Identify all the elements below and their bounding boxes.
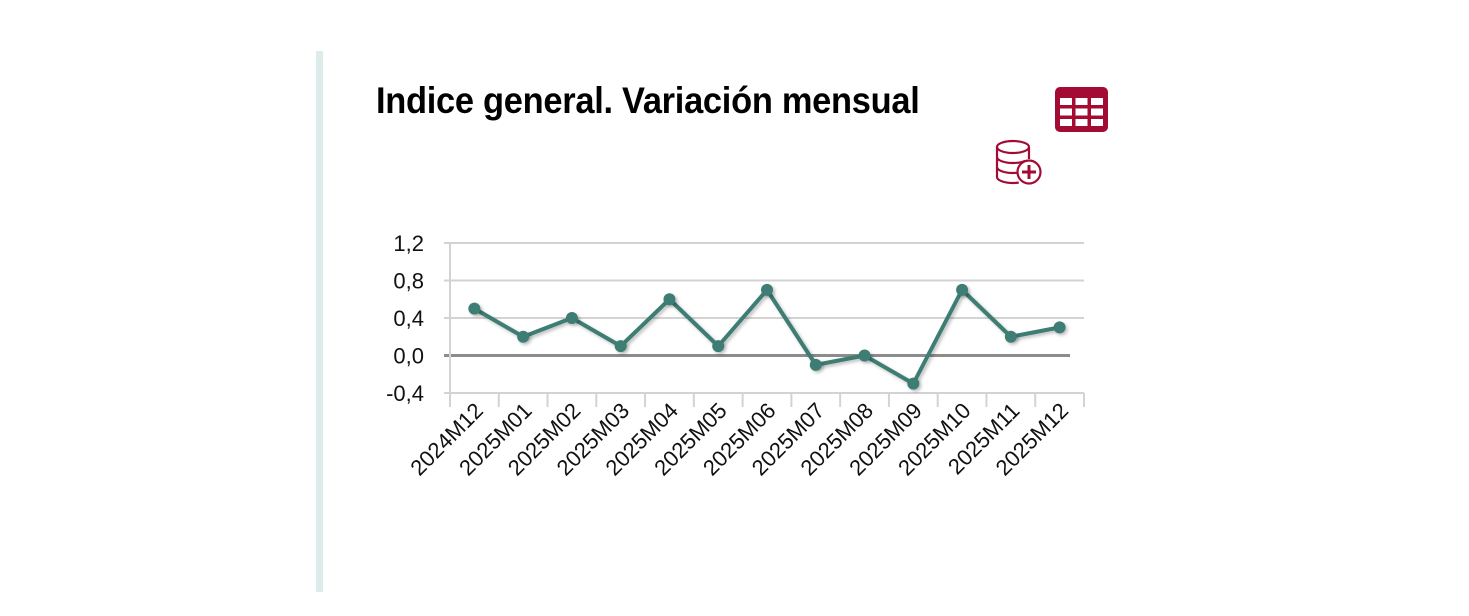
y-tick-label: 0,0 [393, 344, 424, 369]
data-point[interactable] [468, 302, 481, 315]
data-point[interactable] [858, 349, 871, 362]
database-plus-icon [995, 139, 1042, 185]
data-point[interactable] [565, 312, 578, 324]
y-tick-label: -0,4 [386, 381, 424, 406]
y-tick-label: 0,4 [393, 306, 424, 331]
table-view-button[interactable] [1055, 87, 1108, 132]
panel-side-strip [316, 51, 323, 592]
data-point[interactable] [1053, 321, 1066, 334]
table-icon [1055, 87, 1108, 132]
chart-title: Indice general. Variación mensual [376, 80, 920, 121]
data-point[interactable] [907, 377, 920, 390]
data-point[interactable] [1004, 330, 1017, 343]
data-point[interactable] [614, 340, 627, 353]
data-point[interactable] [761, 283, 773, 296]
data-point[interactable] [809, 358, 822, 371]
data-point[interactable] [663, 293, 676, 306]
data-point[interactable] [956, 283, 969, 296]
series-line [473, 287, 1060, 386]
add-data-button[interactable] [994, 138, 1044, 188]
y-tick-label: 1,2 [393, 231, 424, 256]
y-tick-label: 0,8 [393, 269, 424, 294]
data-point[interactable] [517, 330, 530, 343]
data-point[interactable] [712, 340, 725, 353]
